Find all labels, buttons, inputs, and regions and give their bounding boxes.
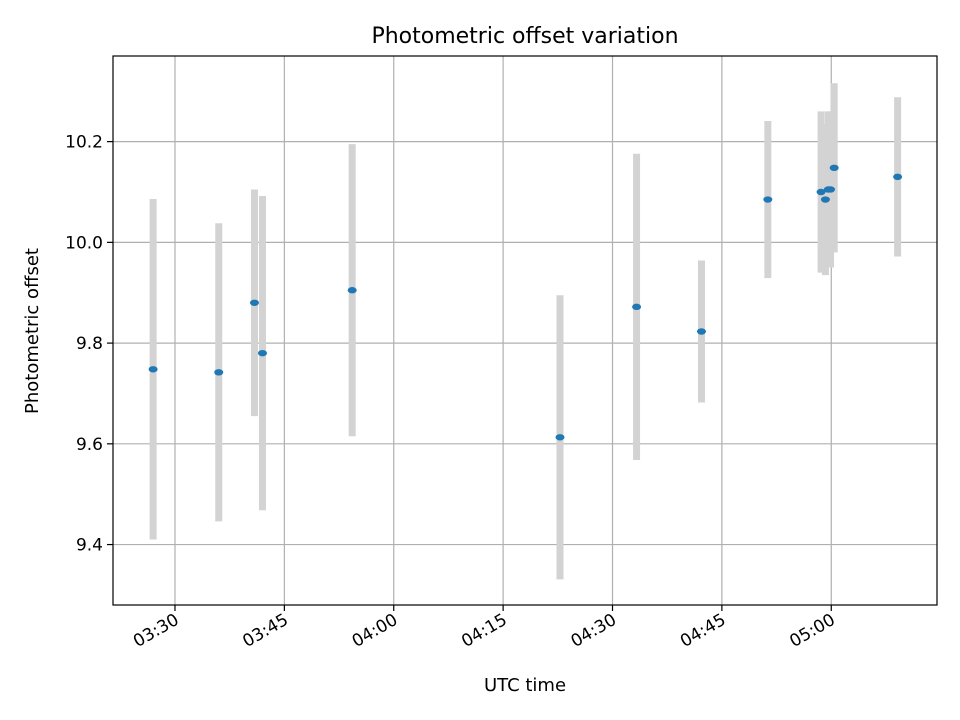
data-point [347,287,357,294]
data-point [257,349,267,357]
plot-frame [112,55,938,606]
x-axis-label: UTC time [484,675,566,696]
x-tick-label: 04:00 [349,610,401,652]
y-axis-label: Photometric offset [22,248,43,414]
data-point [893,173,903,181]
x-tick-label: 05:00 [786,610,838,652]
x-tick-label: 04:15 [458,610,510,652]
data-point [696,328,706,335]
y-tick-label: 10.0 [65,233,103,253]
data-point [829,164,839,172]
data-point [148,366,158,373]
data-point [826,186,836,193]
data-point [249,299,259,306]
data-point [763,196,773,203]
x-tick-label: 04:45 [677,610,729,652]
data-point [555,434,565,441]
data-point [816,188,826,196]
y-tick-label: 9.8 [76,334,103,354]
data-points [148,164,903,441]
chart-title: Photometric offset variation [371,24,678,49]
data-point [820,196,830,203]
grid-lines [113,56,937,605]
axis-ticks: 03:30 03:45 04:00 04:15 04:30 04:45 05:00 9.4 9.… [65,133,839,652]
error-bars [149,83,902,580]
x-tick-label: 03:45 [239,610,291,652]
data-point [632,303,642,311]
y-tick-label: 9.6 [76,435,103,455]
x-tick-label: 04:30 [568,610,620,652]
y-tick-label: 10.2 [65,133,103,153]
data-point [214,369,224,376]
y-tick-label: 9.4 [76,536,103,556]
x-tick-label: 03:30 [130,610,182,652]
